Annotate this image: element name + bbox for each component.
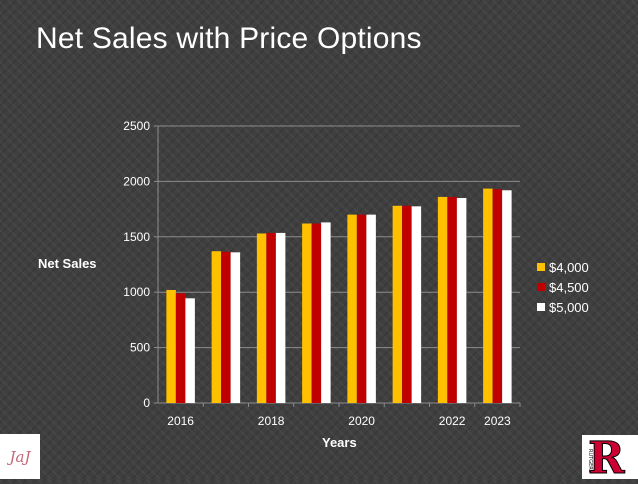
bar-4000-7 [483, 188, 493, 403]
x-tick-label-2023: 2023 [484, 414, 511, 428]
bar-5000-5 [411, 206, 422, 403]
bar-4500-4 [356, 214, 367, 403]
bar-5000-2 [275, 232, 286, 403]
slide-title: Net Sales with Price Options [36, 22, 422, 55]
bar-4500-7 [492, 189, 503, 403]
legend-swatch-5000 [537, 303, 545, 311]
bar-4500-6 [447, 196, 457, 403]
x-axis-label: Years [322, 435, 357, 450]
y-tick-label-2000: 2000 [123, 174, 150, 188]
jaj-logo-text: JaJ [9, 447, 31, 466]
bar-4000-4 [347, 214, 357, 403]
chart-legend: $4,000 $4,500 $5,000 [537, 257, 589, 317]
bar-4000-0 [166, 289, 176, 403]
bar-4000-2 [256, 233, 267, 403]
bar-4000-1 [211, 251, 222, 403]
bar-4500-3 [311, 223, 322, 403]
bar-4500-1 [221, 251, 231, 403]
x-tick-label-2020: 2020 [348, 414, 375, 428]
bar-4500-0 [175, 293, 186, 403]
bar-5000-3 [321, 222, 331, 403]
rutgers-logo-letter: R [588, 433, 626, 484]
legend-swatch-4500 [537, 283, 545, 291]
y-tick-label-2500: 2500 [123, 119, 150, 133]
legend-swatch-4000 [537, 263, 545, 271]
bar-5000-6 [456, 198, 467, 403]
x-tick-label-2016: 2016 [167, 414, 194, 428]
legend-label-4500: $4,500 [549, 279, 589, 295]
y-tick-label-1000: 1000 [123, 285, 150, 299]
rutgers-logo-word: RUTGERS [587, 449, 593, 473]
bar-4000-5 [392, 205, 403, 403]
legend-label-5000: $5,000 [549, 299, 589, 315]
jaj-logo: JaJ [0, 434, 40, 479]
bar-5000-7 [502, 190, 512, 403]
legend-label-4000: $4,000 [549, 259, 589, 275]
y-tick-label-1500: 1500 [123, 230, 150, 244]
bar-5000-4 [366, 214, 376, 403]
rutgers-logo: RUTGERS R [582, 433, 638, 484]
y-tick-label-0: 0 [143, 396, 150, 410]
x-tick-label-2022: 2022 [439, 414, 466, 428]
bar-5000-1 [230, 252, 241, 403]
bar-4500-2 [266, 232, 276, 403]
bar-4500-5 [402, 205, 412, 403]
legend-item-4000: $4,000 [537, 257, 589, 277]
bar-5000-0 [185, 298, 195, 403]
y-tick-label-500: 500 [130, 341, 150, 355]
legend-item-5000: $5,000 [537, 297, 589, 317]
bar-4000-6 [437, 196, 448, 403]
bar-4000-3 [302, 223, 312, 403]
x-tick-label-2018: 2018 [258, 414, 285, 428]
legend-item-4500: $4,500 [537, 277, 589, 297]
y-axis-label: Net Sales [38, 256, 97, 271]
